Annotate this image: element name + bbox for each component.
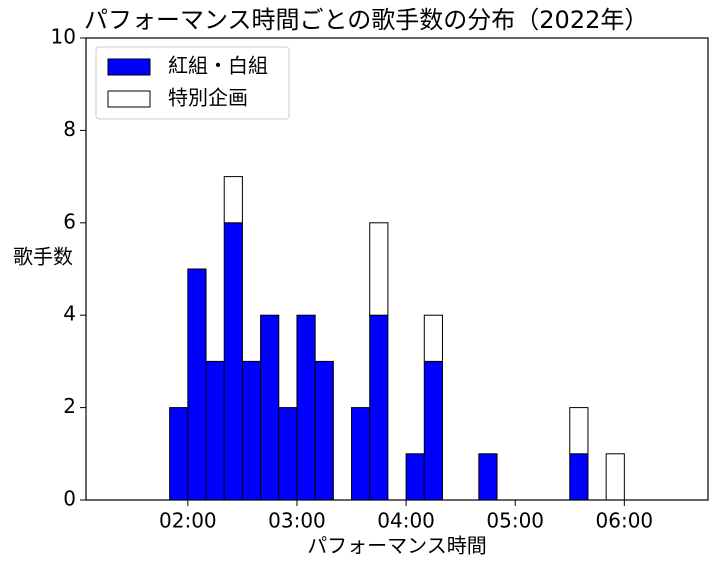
bar: [205, 360, 225, 501]
bar: [351, 407, 371, 501]
bar: [569, 453, 589, 501]
bar: [423, 360, 443, 501]
bar: [478, 453, 498, 501]
x-tick-label: 06:00: [596, 509, 654, 533]
y-tick-label: 2: [63, 394, 76, 418]
bar: [423, 314, 443, 362]
y-axis-label: 歌手数: [13, 245, 73, 269]
y-tick-label: 4: [63, 302, 76, 326]
legend-label: 特別企画: [168, 86, 248, 110]
bar: [296, 314, 316, 501]
bar: [169, 407, 189, 501]
y-tick-label: 10: [51, 25, 76, 49]
bar: [241, 360, 262, 501]
plot-frame: [85, 37, 709, 501]
bar: [187, 268, 207, 501]
y-tick-label: 0: [63, 487, 76, 511]
y-tick-label: 6: [63, 209, 76, 233]
bar: [569, 407, 589, 455]
legend-swatch: [107, 90, 151, 108]
x-axis-label: パフォーマンス時間: [307, 534, 487, 558]
legend-label: 紅組・白組: [168, 54, 268, 78]
y-tick-label: 8: [63, 117, 76, 141]
bar: [369, 222, 389, 316]
bar: [405, 453, 425, 501]
bar: [278, 407, 298, 501]
bar: [260, 314, 280, 501]
x-tick-label: 04:00: [377, 509, 435, 533]
chart-title: パフォーマンス時間ごとの歌手数の分布（2022年）: [84, 6, 648, 34]
bar: [369, 314, 389, 501]
bar: [314, 360, 334, 501]
x-tick-label: 03:00: [268, 509, 326, 533]
legend-swatch: [107, 58, 151, 76]
x-tick-label: 02:00: [159, 509, 217, 533]
bar: [223, 222, 243, 501]
x-tick-label: 05:00: [486, 509, 544, 533]
bar: [605, 453, 625, 501]
bar: [223, 176, 243, 224]
